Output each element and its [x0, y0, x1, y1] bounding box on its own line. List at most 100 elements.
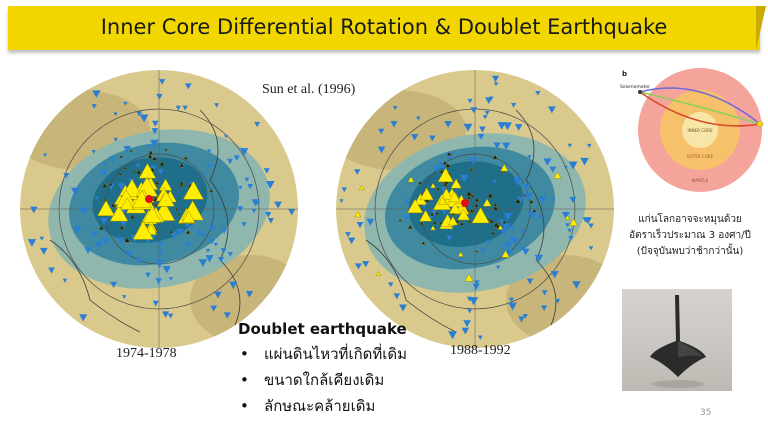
station-negative-icon: [347, 237, 356, 245]
station-positive-icon: [448, 191, 461, 203]
station-negative-icon: [209, 225, 216, 232]
station-negative-icon: [534, 254, 544, 263]
station-small-icon: [430, 212, 435, 216]
polar-map-1974: [20, 70, 298, 348]
station-negative-icon: [169, 231, 179, 239]
station-negative-icon: [157, 249, 164, 255]
earthquake-source-icon: [461, 199, 469, 207]
station-negative-icon: [480, 248, 486, 254]
station-negative-icon: [567, 228, 572, 233]
bullet-dot-icon: •: [240, 345, 249, 363]
station-negative-icon: [267, 218, 274, 224]
seismometer-label: Seismometer: [620, 84, 650, 90]
station-negative-icon: [239, 148, 249, 156]
station-negative-icon: [94, 196, 99, 200]
station-small-icon: [493, 222, 500, 228]
station-negative-icon: [472, 283, 480, 291]
station-small-icon: [123, 166, 127, 170]
station-negative-icon: [288, 208, 296, 216]
station-positive-icon: [437, 167, 454, 183]
station-positive-icon: [419, 187, 434, 201]
station-negative-icon: [541, 305, 548, 311]
station-small-icon: [439, 169, 444, 174]
station-negative-icon: [444, 120, 452, 128]
station-negative-icon: [517, 196, 524, 204]
station-small-icon: [432, 220, 437, 225]
station-negative-icon: [520, 229, 526, 235]
title-bar-fold: [756, 6, 766, 50]
bullet-item: • ขนาดใกล้เคียงเดิม: [238, 369, 407, 395]
bullet-item: • แผ่นดินไหวที่เกิดที่เดิม: [238, 343, 407, 369]
station-small-icon: [119, 154, 123, 158]
station-positive-icon: [419, 209, 433, 222]
station-negative-icon: [245, 291, 254, 298]
station-small-icon: [147, 153, 153, 159]
earthquake-source-icon: [145, 195, 153, 203]
station-negative-icon: [205, 255, 214, 263]
station-negative-icon: [223, 134, 229, 139]
station-negative-icon: [503, 122, 512, 131]
station-negative-icon: [146, 144, 152, 149]
slide-title: Inner Core Differential Rotation & Doubl…: [100, 15, 668, 39]
station-negative-icon: [99, 170, 107, 177]
station-negative-icon: [362, 261, 370, 268]
station-negative-icon: [388, 282, 394, 288]
station-positive-icon: [457, 251, 464, 257]
station-positive-icon: [181, 210, 196, 223]
station-small-icon: [474, 197, 480, 202]
station-negative-icon: [411, 134, 419, 141]
bullet-text: ขนาดใกล้เคียงเดิม: [264, 371, 385, 389]
inner-core-label: INNER CORE: [688, 128, 713, 133]
station-negative-icon: [509, 225, 515, 231]
station-negative-icon: [206, 149, 212, 154]
station-positive-icon: [569, 218, 578, 226]
station-negative-icon: [541, 290, 548, 296]
station-negative-icon: [543, 158, 552, 166]
station-small-icon: [470, 194, 475, 198]
station-negative-icon: [168, 277, 173, 281]
earth-core-figure: b Seismometer INNER CORE OUTER CORE MANT…: [618, 66, 768, 198]
station-small-icon: [459, 221, 465, 226]
station-negative-icon: [470, 107, 478, 114]
station-negative-icon: [504, 241, 513, 249]
station-small-icon: [467, 219, 472, 223]
station-negative-icon: [488, 96, 494, 101]
station-small-icon: [529, 199, 534, 204]
station-small-icon: [419, 221, 425, 226]
station-positive-icon: [448, 202, 462, 214]
station-negative-icon: [91, 231, 98, 238]
station-negative-icon: [467, 98, 473, 104]
core-panel-label: b: [622, 70, 627, 78]
station-negative-icon: [378, 128, 385, 135]
station-negative-icon: [79, 314, 88, 322]
outer-core-label: OUTER CORE: [687, 154, 714, 159]
station-negative-icon: [43, 153, 48, 158]
station-negative-icon: [135, 257, 143, 264]
station-negative-icon: [469, 157, 478, 165]
station-negative-icon: [158, 79, 166, 85]
station-negative-icon: [506, 249, 513, 256]
station-negative-icon: [493, 82, 499, 87]
bullet-text: ลักษณะคล้ายเดิม: [264, 397, 376, 415]
station-negative-icon: [502, 223, 511, 231]
station-negative-icon: [208, 238, 215, 245]
station-small-icon: [515, 198, 521, 204]
station-negative-icon: [102, 162, 108, 167]
station-negative-icon: [152, 120, 159, 127]
station-negative-icon: [445, 152, 454, 160]
station-negative-icon: [567, 143, 573, 148]
station-small-icon: [487, 192, 494, 198]
station-negative-icon: [441, 210, 447, 215]
polar-map-1988-svg: [336, 70, 614, 348]
station-negative-icon: [94, 241, 103, 249]
station-small-icon: [179, 162, 185, 168]
station-negative-icon: [565, 223, 570, 228]
station-negative-icon: [477, 335, 483, 340]
station-negative-icon: [184, 242, 190, 248]
station-negative-icon: [152, 300, 159, 307]
station-negative-icon: [40, 247, 48, 255]
station-negative-icon: [502, 142, 511, 150]
station-negative-icon: [563, 165, 568, 170]
station-negative-icon: [527, 211, 536, 220]
station-negative-icon: [588, 223, 594, 229]
